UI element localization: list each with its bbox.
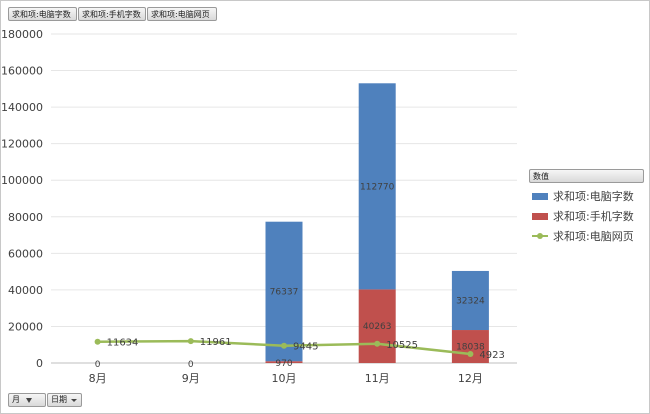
line-point-pc-pages[interactable] (187, 338, 194, 345)
y-tick-label: 20000 (8, 320, 43, 333)
line-point-pc-pages[interactable] (281, 342, 287, 349)
filter-label-month: 月 (12, 395, 20, 404)
data-label-pc-chars: 76337 (270, 287, 299, 297)
legend-item-pc-chars: 求和项:电脑字数 (532, 186, 644, 206)
bar-phone-chars[interactable] (358, 289, 396, 363)
field-button-pc-pages[interactable]: 求和项:电脑网页 (147, 7, 217, 21)
data-label-zero: 0 (188, 360, 194, 370)
filter-label-date: 日期 (51, 395, 67, 404)
x-tick-label: 8月 (89, 372, 107, 385)
field-button-phone-chars[interactable]: 求和项:手机字数 (78, 7, 146, 21)
filter-button-date[interactable]: 日期 (47, 393, 82, 407)
data-label-pc-chars: 112770 (360, 182, 395, 192)
field-button-pc-chars[interactable]: 求和项:电脑字数 (8, 7, 77, 21)
data-label-phone-chars: 40263 (363, 322, 392, 332)
legend-label: 求和项:手机字数 (553, 210, 634, 223)
data-label-zero: 0 (95, 360, 101, 370)
legend-swatch-phone-chars (532, 212, 548, 220)
filter-icon[interactable] (26, 397, 32, 403)
y-tick-label: 80000 (8, 211, 43, 224)
line-point-pc-pages[interactable] (467, 351, 474, 358)
line-point-pc-pages[interactable] (374, 340, 381, 347)
y-tick-label: 40000 (8, 284, 43, 297)
legend-swatch-pc-pages (532, 233, 548, 239)
legend-label: 求和项:电脑字数 (553, 190, 634, 203)
legend-title[interactable]: 数值 (529, 169, 644, 183)
bar-pc-chars[interactable] (265, 221, 303, 362)
bar-phone-chars[interactable] (451, 330, 489, 363)
legend: 数值 求和项:电脑字数 求和项:手机字数 求和项:电脑网页 (529, 169, 644, 246)
y-tick-label: 140000 (1, 101, 43, 114)
y-tick-label: 160000 (1, 65, 43, 78)
legend-label: 求和项:电脑网页 (553, 230, 634, 243)
data-label-pc-pages: 10525 (386, 340, 418, 351)
legend-item-pc-pages: 求和项:电脑网页 (532, 226, 644, 246)
line-point-pc-pages[interactable] (94, 338, 101, 345)
legend-swatch-pc-chars (532, 192, 548, 200)
x-tick-label: 12月 (458, 372, 483, 385)
x-tick-label: 10月 (272, 372, 297, 385)
bar-phone-chars[interactable] (265, 361, 303, 363)
legend-item-phone-chars: 求和项:手机字数 (532, 206, 644, 226)
x-tick-label: 9月 (182, 372, 200, 385)
data-label-pc-pages: 11634 (107, 338, 139, 349)
bar-pc-chars[interactable] (451, 270, 489, 331)
y-tick-label: 0 (36, 357, 43, 370)
y-tick-label: 120000 (1, 138, 43, 151)
data-label-phone-chars: 18038 (456, 343, 485, 353)
data-label-phone-chars: 970 (275, 359, 292, 369)
filter-button-month[interactable]: 月 (8, 393, 46, 407)
x-tick-label: 11月 (365, 372, 390, 385)
y-tick-label: 180000 (1, 28, 43, 41)
data-label-pc-pages: 11961 (200, 337, 232, 348)
data-label-pc-pages: 9445 (293, 342, 318, 353)
data-label-pc-chars: 32324 (456, 296, 485, 306)
y-tick-label: 100000 (1, 174, 43, 187)
data-label-pc-pages: 4923 (479, 350, 504, 361)
chevron-down-icon[interactable] (71, 398, 77, 402)
bar-pc-chars[interactable] (358, 83, 396, 290)
y-tick-label: 60000 (8, 247, 43, 260)
